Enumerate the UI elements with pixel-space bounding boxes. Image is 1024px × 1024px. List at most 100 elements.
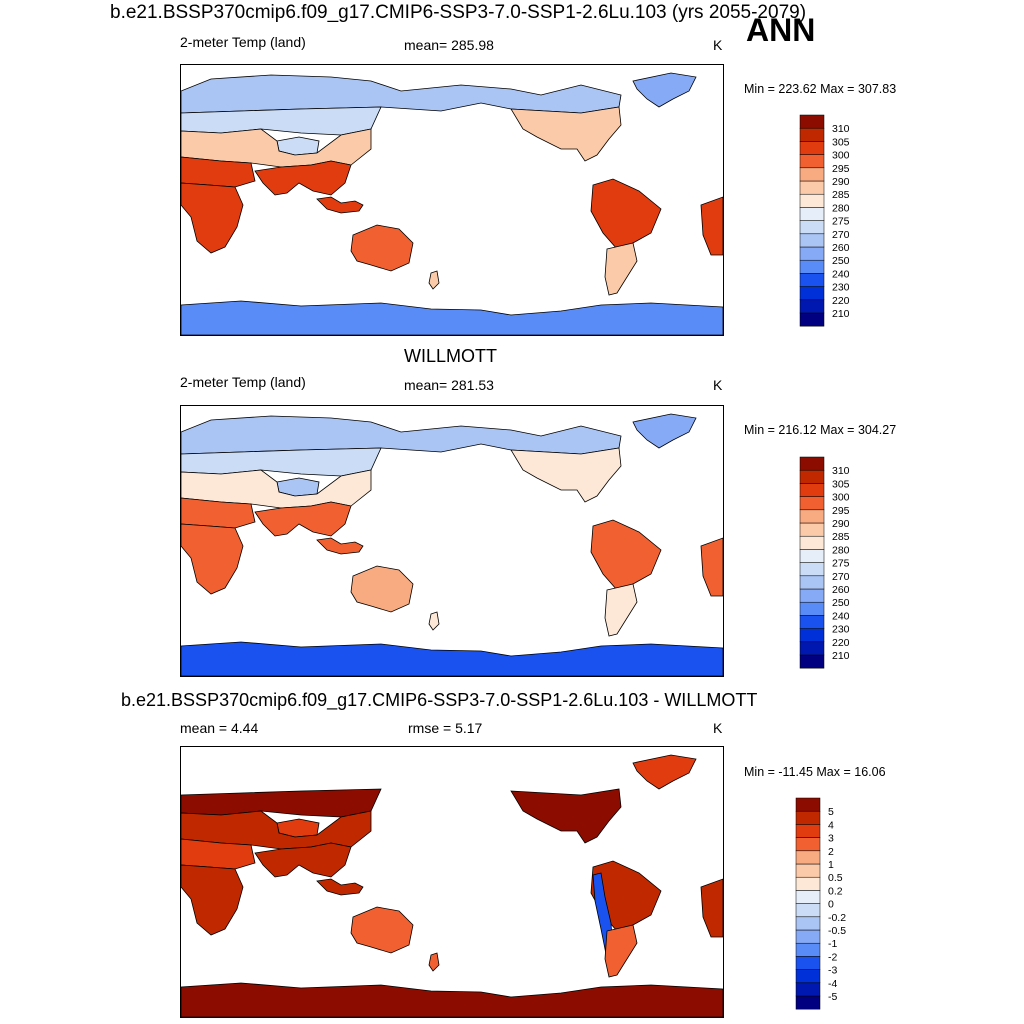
colorbar-tick-label: 275 [832,217,850,228]
colorbar-box [799,509,825,524]
map-region-antarctica [181,641,723,676]
map1-svg [181,413,723,676]
top-temperature-map [180,64,724,336]
top-colorbar: 210 220 230 240 250 260 270 275 280 285 290 295 300 3… [799,114,870,328]
map-region-australia [350,906,414,954]
colorbar-tick-label: 260 [832,243,850,254]
colorbar-box [795,942,821,957]
colorbar-box [799,299,825,314]
map-region-antarctica [181,300,723,335]
colorbar-tick-label: 240 [832,611,850,622]
colorbar-tick-label: 270 [832,572,850,583]
colorbar-tick-label: 310 [832,466,850,477]
middle-mean-label: mean= 281.53 [404,377,494,393]
top-field-label: 2-meter Temp (land) [180,34,306,50]
map-region-maritime-continent [316,196,364,214]
colorbar-box [799,286,825,301]
top-units-label: K [713,37,723,53]
colorbar-box [795,890,821,904]
colorbar-box [799,141,825,155]
colorbar-tick-label: -3 [828,966,837,977]
map-region-maritime-continent [316,537,364,555]
middle-colorbar: 210 220 230 240 250 260 270 275 280 285 290 295 300 3… [799,456,870,670]
bottom-rmse-label: rmse = 5.17 [408,720,483,736]
colorbar-box [799,127,825,142]
colorbar-tick-label: 210 [832,651,850,662]
map-region-tropical-africa [181,182,244,254]
bottom-difference-map [180,746,724,1018]
map2-svg [181,754,723,1017]
colorbar-tick-label: 220 [832,638,850,649]
map-region-antarctica [181,982,723,1017]
bottom-minmax-label: Min = -11.45 Max = 16.06 [744,765,886,779]
map-region-india-se-asia [254,160,352,196]
colorbar-box [799,167,825,182]
map-region-india-se-asia [254,842,352,878]
colorbar-box [795,956,821,970]
colorbar-tick-label: 0 [828,900,834,911]
map-region-greenland [632,754,697,790]
colorbar-box [799,549,825,563]
colorbar-tick-label: 285 [832,532,850,543]
colorbar-box [795,824,821,838]
colorbar-box [799,496,825,511]
map-region-tropical-africa [181,864,244,936]
colorbar-box [799,654,825,669]
colorbar-box [799,628,825,643]
colorbar-box [795,797,821,812]
colorbar-box [795,929,821,944]
colorbar-box [799,575,825,590]
colorbar-tick-label: 4 [828,820,834,831]
colorbar-box [799,154,825,169]
map-region-amazon-tropical-south-america [590,519,662,591]
colorbar-box [799,193,825,208]
colorbar-tick-label: 230 [832,625,850,636]
figure-title: b.e21.BSSP370cmip6.f09_g17.CMIP6-SSP3-7.… [110,2,807,23]
map-region-north-america-mid-latitudes- [510,106,622,162]
colorbar-box [795,850,821,865]
colorbar-tick-label: 310 [832,124,850,135]
colorbar-box [799,259,825,274]
map-region-southern-south-america [604,924,638,978]
map-region-southern-south-america [604,242,638,296]
map-region-northern-eurasia [181,788,382,818]
colorbar-tick-label: -0.2 [828,913,846,924]
colorbar-tick-label: -5 [828,992,837,1003]
cbar0-svg: 210 220 230 240 250 260 270 275 280 285 290 295 300 3… [799,114,850,327]
colorbar-tick-label: 290 [832,177,850,188]
colorbar-tick-label: 300 [832,151,850,162]
colorbar-box [795,903,821,918]
map-region-southern-south-america [604,583,638,637]
map-region-arctic-canada-siberia [181,415,622,455]
bottom-colorbar: -5 -4 -3 -2 -1 -0.5 -0.2 0 0.2 0.5 1 2 3 4 5 [795,797,866,1011]
colorbar-box [799,114,825,129]
colorbar-tick-label: 240 [832,269,850,280]
colorbar-tick-label: 285 [832,190,850,201]
colorbar-box [799,641,825,656]
map-region-africa-east-lobe [700,196,723,256]
colorbar-tick-label: 5 [828,807,834,818]
colorbar-box [795,876,821,891]
colorbar-box [799,273,825,287]
colorbar-tick-label: -2 [828,952,837,963]
map-region-australia [350,224,414,272]
colorbar-box [799,483,825,497]
map-region-india-se-asia [254,501,352,537]
colorbar-box [799,233,825,248]
colorbar-tick-label: 3 [828,834,834,845]
colorbar-box [795,995,821,1010]
colorbar-tick-label: 305 [832,479,850,490]
bottom-units-label: K [713,720,723,736]
middle-minmax-label: Min = 216.12 Max = 304.27 [744,423,897,437]
colorbar-box [795,916,821,931]
colorbar-tick-label: -4 [828,979,837,990]
map-region-new-zealand [428,611,440,631]
colorbar-box [799,456,825,471]
map-region-north-america-mid-latitudes- [510,788,622,844]
colorbar-box [795,810,821,825]
season-label: ANN [746,12,816,48]
colorbar-tick-label: 230 [832,283,850,294]
colorbar-box [799,522,825,537]
map-region-amazon-tropical-south-america [590,178,662,250]
map-region-tropical-africa [181,523,244,595]
